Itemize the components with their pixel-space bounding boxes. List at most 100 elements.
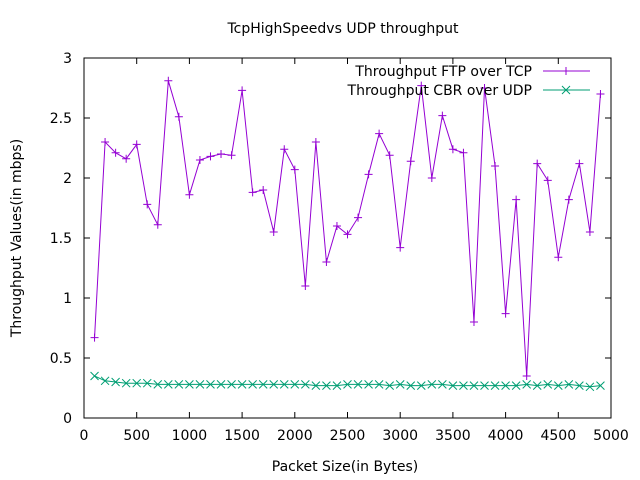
data-point — [227, 380, 236, 389]
y-tick-label: 2 — [63, 171, 72, 187]
data-point — [575, 159, 584, 168]
data-point — [585, 382, 595, 392]
x-tick-label: 500 — [123, 428, 150, 444]
data-point — [101, 138, 110, 146]
data-point — [174, 380, 184, 389]
x-tick-label: 4000 — [488, 428, 524, 444]
data-point — [322, 258, 331, 266]
data-point — [480, 84, 489, 92]
data-point — [290, 165, 299, 174]
data-point — [385, 381, 395, 390]
data-point — [300, 380, 310, 389]
data-point — [311, 381, 321, 390]
x-tick-label: 2000 — [277, 428, 313, 444]
series-line — [94, 80, 601, 377]
x-tick-label: 0 — [80, 428, 89, 444]
y-tick-label: 0 — [63, 411, 72, 427]
data-point — [512, 195, 521, 204]
data-point — [217, 150, 226, 158]
data-point — [100, 376, 110, 386]
data-point — [259, 186, 268, 194]
chart-title: TcpHighSpeedvs UDP throughput — [226, 21, 459, 37]
data-point — [396, 243, 405, 252]
series-line — [94, 375, 601, 388]
x-axis-title: Packet Size(in Bytes) — [272, 459, 418, 475]
data-point — [427, 174, 436, 182]
y-tick-label: 0.5 — [50, 351, 72, 367]
data-point — [353, 380, 363, 389]
data-point — [343, 380, 352, 389]
data-point — [490, 381, 500, 390]
data-point — [596, 381, 605, 390]
series-tcp — [90, 76, 605, 380]
ticks-layer: 0 500 1000 1500 2000 2500 3000 3500 4000 4500 5000… — [50, 51, 629, 444]
data-point — [301, 282, 310, 290]
data-point — [269, 380, 279, 389]
data-point — [279, 380, 289, 389]
data-point — [406, 381, 416, 390]
data-point — [564, 380, 574, 389]
data-point — [554, 253, 563, 262]
data-point — [164, 76, 173, 85]
data-point — [375, 129, 384, 138]
x-tick-label: 3500 — [435, 428, 471, 444]
x-tick-label: 4500 — [540, 428, 576, 444]
data-point — [575, 381, 584, 390]
data-point — [533, 159, 542, 168]
data-point — [143, 200, 152, 209]
data-point — [448, 145, 457, 154]
data-point — [596, 90, 605, 98]
y-axis-title: Throughput Values(in mbps) — [9, 139, 25, 338]
x-tick-label: 1500 — [224, 428, 260, 444]
data-point — [469, 381, 479, 390]
data-point — [185, 380, 194, 389]
data-point — [469, 318, 478, 326]
data-point — [438, 111, 447, 120]
data-point — [332, 381, 342, 390]
x-tick-label: 5000 — [593, 428, 629, 444]
data-point — [427, 380, 437, 389]
data-point — [532, 381, 542, 390]
data-point — [543, 380, 553, 389]
data-point — [174, 112, 183, 121]
data-point — [501, 381, 510, 390]
data-point — [122, 154, 131, 163]
series-layer — [90, 76, 605, 392]
data-point — [206, 152, 215, 161]
data-point — [280, 145, 289, 154]
data-point — [237, 380, 247, 389]
data-point — [153, 380, 163, 389]
data-point — [553, 381, 563, 390]
data-point — [153, 220, 162, 229]
series-udp — [90, 371, 605, 392]
data-point — [248, 188, 257, 197]
legend-marker — [561, 85, 571, 95]
data-point — [543, 176, 552, 185]
data-point — [163, 380, 173, 389]
data-point — [90, 371, 99, 381]
data-point — [395, 380, 405, 389]
data-point — [343, 230, 352, 239]
data-point — [111, 377, 120, 387]
data-point — [121, 378, 131, 388]
data-point — [564, 195, 573, 204]
x-tick-label: 2500 — [330, 428, 366, 444]
data-point — [385, 151, 394, 160]
y-tick-label: 2.5 — [50, 111, 72, 127]
data-point — [227, 151, 236, 160]
data-point — [238, 86, 247, 95]
data-point — [185, 190, 194, 199]
data-point — [322, 381, 331, 390]
legend-label-tcp: Throughput FTP over TCP — [354, 64, 532, 80]
data-point — [354, 213, 363, 222]
data-point — [416, 381, 426, 390]
data-point — [132, 378, 142, 388]
data-point — [522, 372, 531, 380]
data-point — [332, 222, 341, 230]
data-point — [417, 81, 426, 90]
data-point — [195, 156, 204, 164]
data-point — [480, 381, 489, 390]
legend-sample-tcp — [543, 67, 590, 75]
data-point — [374, 380, 384, 389]
